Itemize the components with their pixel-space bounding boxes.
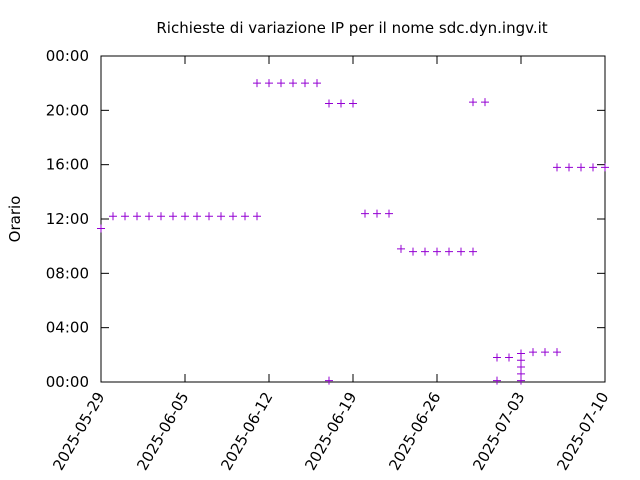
point (469, 98, 477, 107)
point (589, 163, 597, 172)
x-tick-label: 2025-07-10 (553, 389, 612, 474)
point (277, 79, 285, 88)
y-tick-label: 00:00 (46, 373, 89, 391)
point (517, 369, 525, 378)
x-tick-label: 2025-06-26 (385, 389, 444, 474)
y-tick-label: 04:00 (46, 319, 89, 337)
point (133, 212, 141, 221)
x-tick-label: 2025-07-03 (469, 389, 528, 474)
x-tick-label: 2025-06-05 (133, 389, 192, 474)
point (493, 376, 501, 385)
chart-title: Richieste di variazione IP per il nome s… (156, 19, 547, 37)
point (289, 79, 297, 88)
point (301, 79, 309, 88)
point (373, 209, 381, 218)
point (433, 247, 441, 256)
point (109, 212, 117, 221)
point (361, 209, 369, 218)
point (193, 212, 201, 221)
point (493, 353, 501, 362)
point (157, 212, 165, 221)
y-tick-label: 20:00 (46, 101, 89, 119)
point (205, 212, 213, 221)
point (169, 212, 177, 221)
point (349, 99, 357, 108)
point (421, 247, 429, 256)
point (517, 356, 525, 365)
point (97, 224, 105, 233)
y-tick-label: 00:00 (46, 47, 89, 65)
y-tick-label: 08:00 (46, 264, 89, 282)
point (241, 212, 249, 221)
point (181, 212, 189, 221)
point (469, 247, 477, 256)
point (145, 212, 153, 221)
point (505, 353, 513, 362)
y-tick-label: 16:00 (46, 156, 89, 174)
point (541, 348, 549, 357)
point (121, 212, 129, 221)
y-axis-label: Orario (6, 196, 24, 243)
point (313, 79, 321, 88)
point (517, 349, 525, 358)
point (265, 79, 273, 88)
point (217, 212, 225, 221)
y-tick-label: 12:00 (46, 210, 89, 228)
point (445, 247, 453, 256)
x-tick-label: 2025-06-12 (217, 389, 276, 474)
point (457, 247, 465, 256)
point (517, 363, 525, 372)
point (529, 348, 537, 357)
point (253, 212, 261, 221)
point (337, 99, 345, 108)
point (385, 209, 393, 218)
point (553, 348, 561, 357)
point (409, 247, 417, 256)
point (325, 376, 333, 385)
point (553, 163, 561, 172)
point (253, 79, 261, 88)
x-tick-label: 2025-05-29 (49, 389, 108, 474)
point (397, 244, 405, 253)
point (481, 98, 489, 107)
point (517, 376, 525, 385)
point (565, 163, 573, 172)
point (325, 99, 333, 108)
x-tick-label: 2025-06-19 (301, 389, 360, 474)
point (229, 212, 237, 221)
point (601, 163, 609, 172)
point (577, 163, 585, 172)
